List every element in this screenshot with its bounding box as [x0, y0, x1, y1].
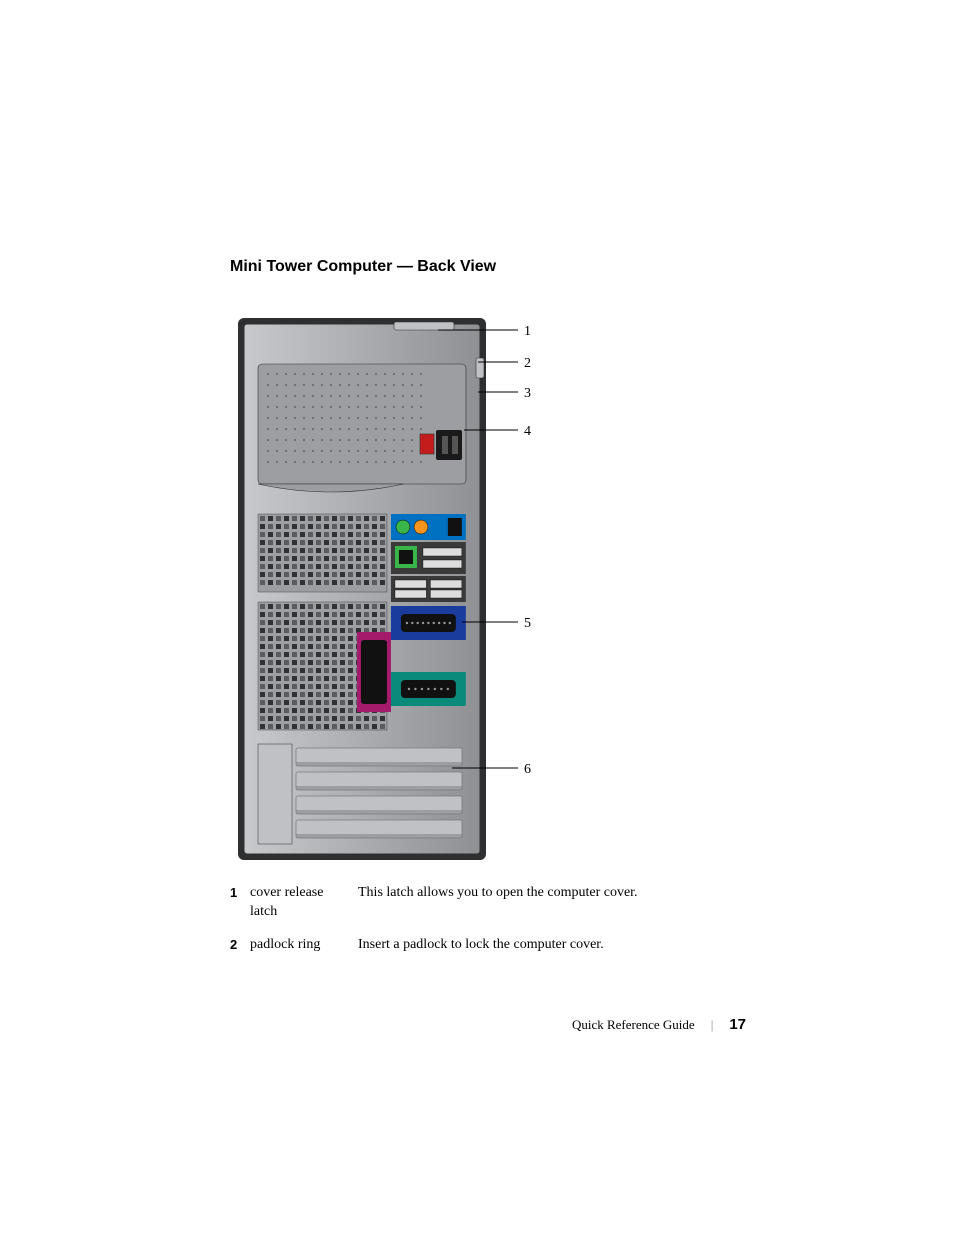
legend-description: Insert a padlock to lock the computer co…: [358, 936, 750, 955]
legend-term: padlock ring: [250, 936, 358, 955]
svg-text:3: 3: [524, 386, 531, 401]
svg-text:2: 2: [524, 356, 531, 371]
back-view-diagram: 1 2 3 4 5 6: [230, 302, 750, 862]
legend-number: 2: [230, 936, 250, 954]
legend-table: 1cover release latchThis latch allows yo…: [230, 884, 750, 955]
legend-number: 1: [230, 884, 250, 902]
section-heading: Mini Tower Computer — Back View: [230, 258, 750, 276]
legend-term: cover release latch: [250, 884, 358, 922]
legend-row: 2padlock ringInsert a padlock to lock th…: [230, 936, 750, 955]
footer-separator: |: [711, 1017, 714, 1033]
svg-text:1: 1: [524, 324, 531, 339]
svg-text:5: 5: [524, 616, 531, 631]
legend-row: 1cover release latchThis latch allows yo…: [230, 884, 750, 922]
svg-text:6: 6: [524, 762, 531, 777]
tower-illustration: 1 2 3 4 5 6: [230, 302, 750, 862]
footer-guide-title: Quick Reference Guide: [572, 1017, 695, 1033]
page-footer: Quick Reference Guide | 17: [572, 1016, 746, 1033]
svg-text:4: 4: [524, 424, 531, 439]
legend-description: This latch allows you to open the comput…: [358, 884, 750, 903]
footer-page-number: 17: [729, 1016, 746, 1033]
